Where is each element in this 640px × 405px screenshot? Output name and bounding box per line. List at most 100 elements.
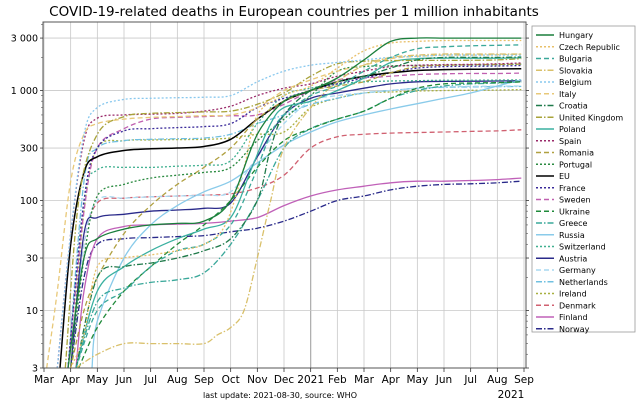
legend-item: Austria bbox=[536, 254, 587, 263]
legend-label: Bulgaria bbox=[559, 55, 592, 64]
y-tick-label: 100 bbox=[20, 196, 38, 207]
legend-label: Hungary bbox=[559, 31, 593, 40]
series-line-denmark bbox=[70, 129, 522, 368]
legend-item: Slovakia bbox=[536, 66, 593, 75]
y-axis: 3 000 1 000 300 100 30 10 3 bbox=[11, 24, 529, 375]
x-tick-label: Sep bbox=[194, 374, 214, 386]
series-lines bbox=[46, 37, 522, 368]
legend-label: Ukraine bbox=[559, 207, 590, 216]
legend-item: Ukraine bbox=[536, 207, 590, 216]
legend-label: EU bbox=[559, 172, 570, 181]
x-tick-label: Dec bbox=[274, 374, 295, 386]
y-tick-label: 3 000 bbox=[11, 34, 38, 45]
x-tick-label: Nov bbox=[247, 374, 268, 386]
footnote: last update: 2021-08-30, source: WHO bbox=[203, 391, 357, 400]
plot-frame bbox=[42, 21, 527, 369]
legend-label: Poland bbox=[559, 125, 586, 134]
legend-label: Denmark bbox=[559, 301, 596, 310]
y-tick-label: 3 bbox=[32, 364, 38, 375]
legend-item: Bulgaria bbox=[536, 55, 592, 64]
series-line-united-kingdom bbox=[64, 57, 522, 368]
series-line-greece bbox=[75, 81, 522, 368]
legend-label: Romania bbox=[559, 149, 594, 158]
grid-lines bbox=[43, 22, 526, 369]
series-line-finland bbox=[75, 177, 522, 368]
series-line-austria bbox=[70, 80, 522, 368]
x-tick-label: Oct bbox=[222, 374, 240, 386]
x-tick-label: Jun bbox=[115, 374, 132, 386]
series-line-hungary bbox=[67, 37, 522, 368]
x-tick-label: 2021 bbox=[297, 374, 324, 386]
legend-item: Germany bbox=[536, 266, 596, 275]
legend-label: United Kingdom bbox=[559, 113, 623, 122]
legend-label: Sweden bbox=[559, 196, 591, 205]
legend-item: Greece bbox=[536, 219, 588, 228]
series-line-belgium bbox=[56, 54, 522, 368]
legend-label: Netherlands bbox=[559, 278, 608, 287]
legend-item: Poland bbox=[536, 125, 586, 134]
legend-item: Czech Republic bbox=[536, 43, 620, 52]
legend-item: EU bbox=[536, 172, 570, 181]
legend-label: Italy bbox=[559, 90, 577, 99]
x-tick-label: Jun bbox=[435, 374, 452, 386]
legend-label: Spain bbox=[559, 137, 581, 146]
series-line-sweden bbox=[67, 72, 522, 368]
series-line-bulgaria bbox=[75, 44, 522, 368]
legend-item: Ireland bbox=[536, 290, 587, 299]
series-line-czech-republic bbox=[70, 39, 522, 368]
series-line-france bbox=[67, 64, 522, 368]
legend-label: Switzerland bbox=[559, 243, 606, 252]
series-line-ireland bbox=[70, 88, 522, 368]
x-tick-label: Jul bbox=[143, 374, 157, 386]
legend-item: Sweden bbox=[536, 196, 591, 205]
legend-label: Russia bbox=[559, 231, 585, 240]
x-tick-label: Apr bbox=[62, 374, 81, 386]
x-axis: Mar Apr May Jun Jul Aug Sep Oct Nov Dec 2021 Feb Mar… bbox=[34, 368, 534, 386]
legend-item: Finland bbox=[536, 313, 588, 322]
series-line-italy bbox=[46, 53, 522, 368]
legend-label: Portugal bbox=[559, 160, 592, 169]
legend-item: Croatia bbox=[536, 102, 588, 111]
series-line-slovakia bbox=[75, 53, 522, 368]
legend-label: Belgium bbox=[559, 78, 592, 87]
x-tick-label: Apr bbox=[382, 374, 401, 386]
legend-label: Greece bbox=[559, 219, 588, 228]
legend-item: Netherlands bbox=[536, 278, 608, 287]
x-tick-label: Aug bbox=[167, 374, 188, 386]
x-tick-label: Aug bbox=[487, 374, 508, 386]
legend-item: Russia bbox=[536, 231, 585, 240]
legend-item: Hungary bbox=[536, 31, 593, 40]
legend-label: Slovakia bbox=[559, 66, 593, 75]
legend-label: Austria bbox=[559, 254, 587, 263]
y-tick-label: 30 bbox=[26, 254, 38, 265]
series-line-russia bbox=[91, 79, 522, 368]
x-tick-label: Mar bbox=[354, 374, 374, 386]
series-line-switzerland bbox=[67, 79, 522, 368]
chart-title: COVID-19-related deaths in European coun… bbox=[49, 4, 539, 20]
x-tick-label: Mar bbox=[34, 374, 54, 386]
x-tick-label: Jul bbox=[463, 374, 477, 386]
x-tick-label: May bbox=[86, 374, 108, 386]
legend-item: Switzerland bbox=[536, 243, 606, 252]
y-tick-label: 300 bbox=[20, 144, 38, 155]
legend-item: Italy bbox=[536, 90, 577, 99]
series-line-poland bbox=[75, 57, 522, 368]
legend-label: Ireland bbox=[559, 290, 587, 299]
legend-item: Spain bbox=[536, 137, 581, 146]
legend-label: Germany bbox=[559, 266, 596, 275]
legend-label: France bbox=[559, 184, 586, 193]
legend-item: Romania bbox=[536, 149, 594, 158]
legend-item: Denmark bbox=[536, 301, 596, 310]
legend-label: Finland bbox=[559, 313, 588, 322]
legend-label: Croatia bbox=[559, 102, 588, 111]
series-line-norway bbox=[70, 180, 522, 368]
x-tick-label: Feb bbox=[328, 374, 347, 386]
legend: Hungary Czech Republic Bulgaria Slovakia Bel… bbox=[531, 25, 636, 334]
legend-item: France bbox=[536, 184, 586, 193]
y-tick-label: 1 000 bbox=[11, 86, 38, 97]
x-tick-label: Sep bbox=[514, 374, 534, 386]
y-tick-label: 10 bbox=[26, 306, 38, 317]
legend-item: Belgium bbox=[536, 78, 592, 87]
legend-item: Norway bbox=[536, 325, 590, 334]
